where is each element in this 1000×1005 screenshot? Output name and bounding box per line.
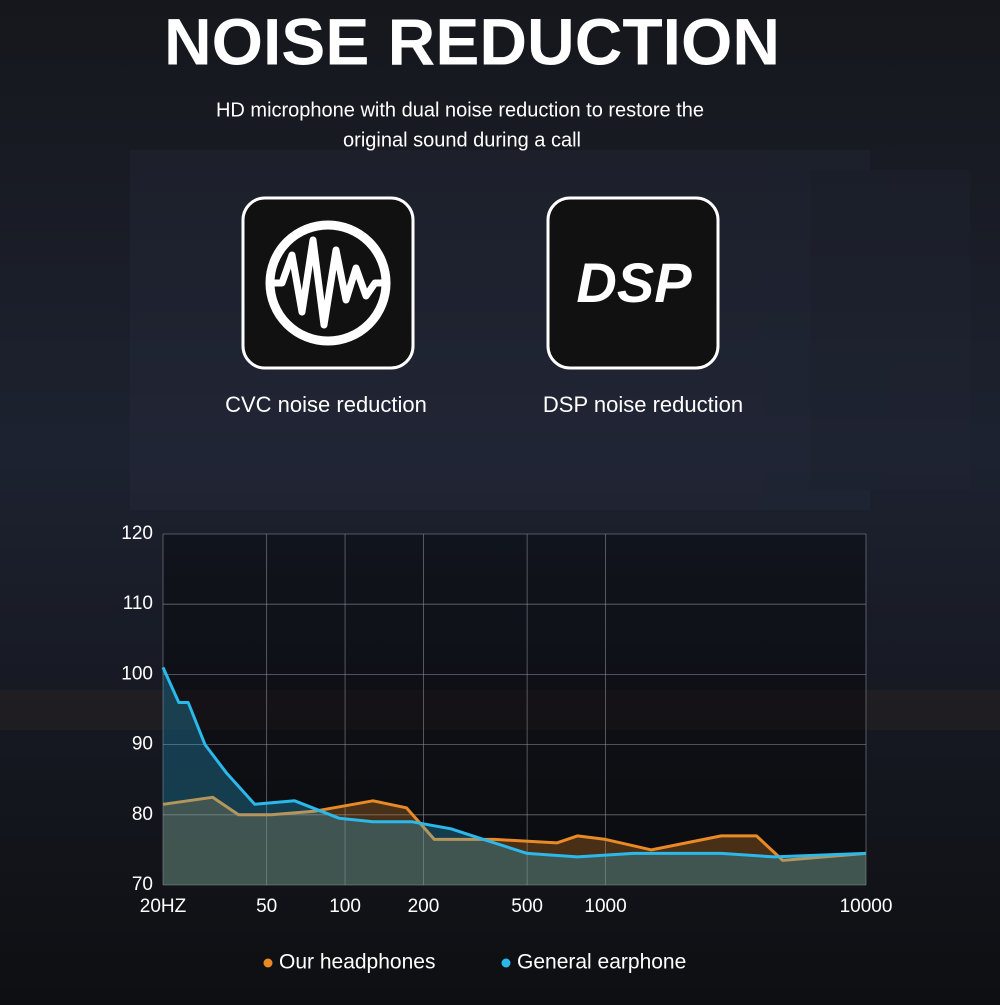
x-tick-label: 200 — [408, 896, 440, 917]
cvc-icon-wave — [266, 236, 390, 329]
x-tick-label: 10000 — [840, 896, 893, 917]
area — [163, 667, 866, 885]
x-tick-label: 20HZ — [140, 896, 187, 917]
x-tick-label: 1000 — [584, 896, 626, 917]
feature-label: DSP noise reduction — [543, 392, 743, 417]
legend-label: Our headphones — [279, 951, 435, 974]
title: NOISE REDUCTION — [164, 4, 780, 78]
y-tick-label: 100 — [121, 663, 153, 684]
x-tick-label: 500 — [511, 896, 543, 917]
x-tick-label: 50 — [256, 896, 277, 917]
y-tick-label: 110 — [123, 593, 153, 614]
y-tick-label: 120 — [121, 523, 153, 544]
subtitle: HD microphone with dual noise reduction … — [216, 99, 704, 121]
feature-label: CVC noise reduction — [225, 392, 427, 417]
line — [161, 666, 867, 859]
legend-dot — [501, 958, 511, 968]
x-tick-label: 100 — [329, 896, 361, 917]
plot-area — [163, 534, 866, 885]
dsp-icon-text: DSP — [576, 251, 692, 314]
legend-dot — [263, 958, 273, 968]
line — [162, 795, 867, 862]
y-tick-label: 70 — [132, 874, 153, 895]
legend-label: General earphone — [517, 951, 686, 974]
dsp-icon-box — [546, 196, 720, 370]
y-tick-label: 80 — [132, 804, 153, 825]
subtitle: original sound during a call — [343, 129, 581, 151]
y-tick-label: 90 — [132, 734, 153, 755]
